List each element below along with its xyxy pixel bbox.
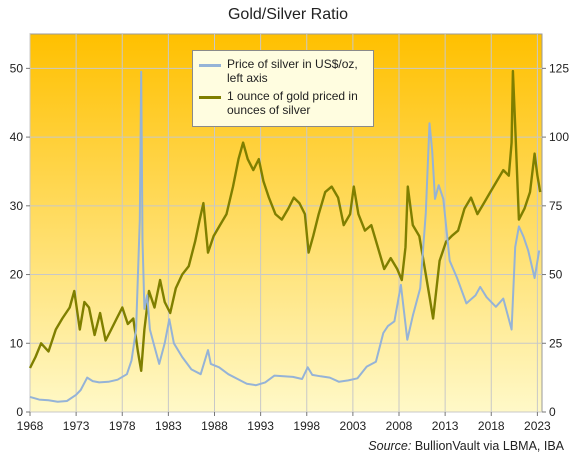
- source-note: Source: BullionVault via LBMA, IBA: [368, 439, 564, 453]
- x-tick-label: 2003: [340, 419, 367, 433]
- y-right-tick-label: 50: [549, 268, 563, 282]
- legend-item-ratio: 1 ounce of gold priced in ounces of silv…: [199, 89, 367, 117]
- y-right-tick-label: 0: [549, 405, 556, 419]
- x-tick-label: 1978: [109, 419, 136, 433]
- x-tick-label: 1968: [17, 419, 44, 433]
- x-tick-label: 1993: [247, 419, 274, 433]
- legend-label-silver-line2: left axis: [227, 71, 268, 85]
- x-tick-label: 1973: [63, 419, 90, 433]
- y-right-tick-label: 100: [549, 130, 569, 144]
- y-left-tick-label: 40: [10, 130, 24, 144]
- legend-label-ratio-line1: 1 ounce of gold priced in: [227, 89, 358, 103]
- chart-title: Gold/Silver Ratio: [227, 6, 349, 23]
- x-tick-label: 2008: [386, 419, 413, 433]
- x-tick-label: 1983: [155, 419, 182, 433]
- y-right-tick-label: 75: [549, 199, 563, 213]
- x-tick-label: 2023: [524, 419, 551, 433]
- y-left-tick-label: 20: [10, 268, 24, 282]
- x-tick-label: 1988: [201, 419, 228, 433]
- series-line-gold-silver-ratio: [28, 69, 542, 372]
- x-tick-label: 2013: [432, 419, 459, 433]
- source-text: BullionVault via LBMA, IBA: [411, 439, 564, 453]
- y-left-tick-label: 0: [16, 405, 23, 419]
- legend-swatch-ratio: [199, 96, 221, 99]
- plot-background: [29, 33, 543, 413]
- legend-label-silver-line1: Price of silver in US$/oz,: [227, 57, 358, 71]
- series-line-silver-price: [29, 70, 541, 403]
- legend-label-silver: Price of silver in US$/oz, left axis: [227, 57, 367, 85]
- y-right-tick-label: 25: [549, 336, 563, 350]
- chart-legend: Price of silver in US$/oz, left axis 1 o…: [192, 50, 374, 127]
- series-lines: [28, 69, 542, 403]
- legend-label-ratio: 1 ounce of gold priced in ounces of silv…: [227, 89, 367, 117]
- y-right-tick-label: 125: [549, 61, 569, 75]
- source-label: Source:: [368, 439, 412, 453]
- y-left-tick-label: 50: [10, 61, 24, 75]
- x-tick-label: 1998: [293, 419, 320, 433]
- y-left-tick-label: 10: [10, 336, 24, 350]
- legend-label-ratio-line2: ounces of silver: [227, 103, 311, 117]
- x-tick-label: 2018: [478, 419, 505, 433]
- axes: 1968 1973 1978 1983 1988 1993 1998 2003 2008 2013…: [10, 61, 570, 433]
- legend-item-silver: Price of silver in US$/oz, left axis: [199, 57, 367, 85]
- legend-swatch-silver: [199, 64, 221, 67]
- y-left-tick-label: 30: [10, 199, 24, 213]
